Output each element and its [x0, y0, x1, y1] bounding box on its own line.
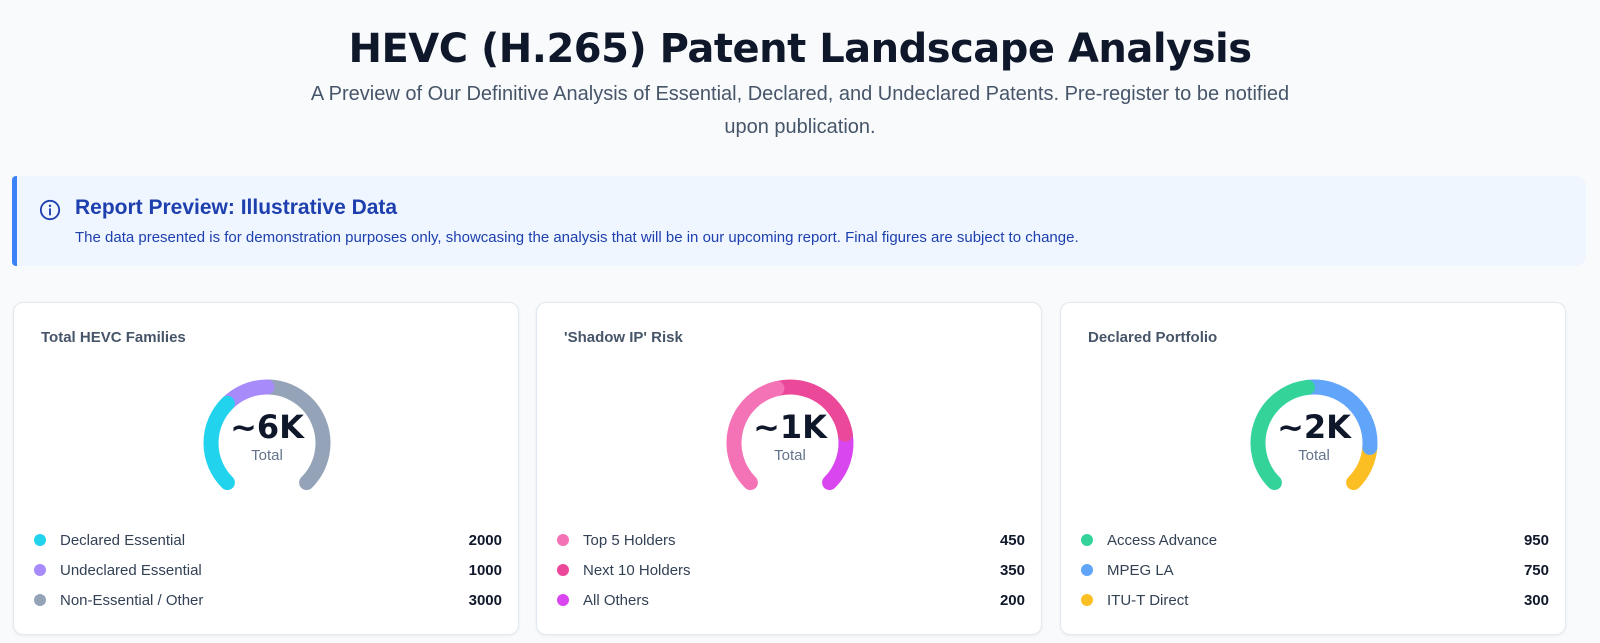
card-title: 'Shadow IP' Risk — [564, 329, 683, 346]
info-circle-icon — [39, 199, 61, 221]
legend-swatch — [34, 534, 46, 546]
legend-label: Access Advance — [1107, 531, 1218, 549]
legend-label: Undeclared Essential — [60, 561, 202, 579]
page-title: HEVC (H.265) Patent Landscape Analysis — [348, 26, 1252, 72]
legend-label: Top 5 Holders — [583, 531, 676, 549]
chart-legend: Top 5 Holders 450 Next 10 Holders 350 Al… — [555, 525, 1025, 615]
legend-label: Declared Essential — [60, 531, 186, 549]
donut-segment-declared-essential — [203, 395, 235, 491]
page-subtitle: A Preview of Our Definitive Analysis of … — [310, 83, 1290, 138]
legend-item: Top 5 Holders 450 — [555, 525, 1025, 555]
donut-chart — [726, 379, 854, 491]
legend-swatch — [34, 594, 46, 606]
donut-chart — [1250, 379, 1378, 491]
legend-item: Non-Essential / Other 3000 — [32, 585, 502, 615]
legend-value: 300 — [1523, 591, 1549, 609]
legend-value: 750 — [1523, 561, 1549, 579]
donut-total-label: Total — [774, 447, 806, 464]
legend-swatch — [34, 564, 46, 576]
donut-segment-top-5-holders — [726, 381, 785, 491]
donut-center: ~1K Total — [720, 407, 860, 464]
legend-swatch — [1081, 594, 1093, 606]
legend-value: 200 — [999, 591, 1025, 609]
legend-label: All Others — [583, 591, 649, 609]
donut-segment-next-10-holders — [769, 379, 853, 442]
notice-title: Report Preview: Illustrative Data — [75, 196, 398, 219]
donut-total-value: ~6K — [230, 408, 304, 446]
legend-swatch — [557, 564, 569, 576]
chart-card-total-families: Total HEVC Families ~6K Total Declared E… — [13, 302, 519, 635]
legend-item: Access Advance 950 — [1079, 525, 1549, 555]
legend-item: All Others 200 — [555, 585, 1025, 615]
legend-item: ITU-T Direct 300 — [1079, 585, 1549, 615]
legend-item: Next 10 Holders 350 — [555, 555, 1025, 585]
legend-value: 3000 — [468, 591, 502, 609]
donut-segment-non-essential-other — [259, 379, 331, 491]
legend-swatch — [557, 594, 569, 606]
legend-value: 2000 — [468, 531, 502, 549]
legend-value: 950 — [1523, 531, 1549, 549]
donut-total-label: Total — [1298, 447, 1330, 464]
legend-swatch — [1081, 534, 1093, 546]
legend-label: ITU-T Direct — [1107, 591, 1189, 609]
donut-total-value: ~1K — [753, 408, 827, 446]
legend-label: Next 10 Holders — [583, 561, 691, 579]
chart-card-shadow-ip-risk: 'Shadow IP' Risk ~1K Total Top 5 Holders… — [536, 302, 1042, 635]
legend-label: Non-Essential / Other — [60, 591, 204, 609]
legend-swatch — [1081, 564, 1093, 576]
legend-item: Undeclared Essential 1000 — [32, 555, 502, 585]
donut-total-label: Total — [251, 447, 283, 464]
chart-card-declared-portfolio: Declared Portfolio ~2K Total Access Adva… — [1060, 302, 1566, 635]
card-title: Declared Portfolio — [1088, 329, 1218, 346]
donut-chart — [203, 379, 331, 491]
preview-notice: Report Preview: Illustrative Data The da… — [12, 176, 1586, 266]
legend-item: Declared Essential 2000 — [32, 525, 502, 555]
legend-item: MPEG LA 750 — [1079, 555, 1549, 585]
donut-segment-access-advance — [1250, 379, 1315, 491]
donut-center: ~2K Total — [1244, 407, 1384, 464]
card-title: Total HEVC Families — [41, 329, 186, 346]
legend-swatch — [557, 534, 569, 546]
legend-label: MPEG LA — [1107, 561, 1174, 579]
legend-value: 1000 — [468, 561, 502, 579]
notice-text: The data presented is for demonstration … — [75, 229, 1079, 246]
donut-segment-mpeg-la — [1299, 379, 1378, 455]
legend-value: 450 — [999, 531, 1025, 549]
legend-value: 350 — [999, 561, 1025, 579]
chart-legend: Access Advance 950 MPEG LA 750 ITU-T Dir… — [1079, 525, 1549, 615]
donut-center: ~6K Total — [197, 407, 337, 464]
donut-total-value: ~2K — [1277, 408, 1351, 446]
chart-legend: Declared Essential 2000 Undeclared Essen… — [32, 525, 502, 615]
